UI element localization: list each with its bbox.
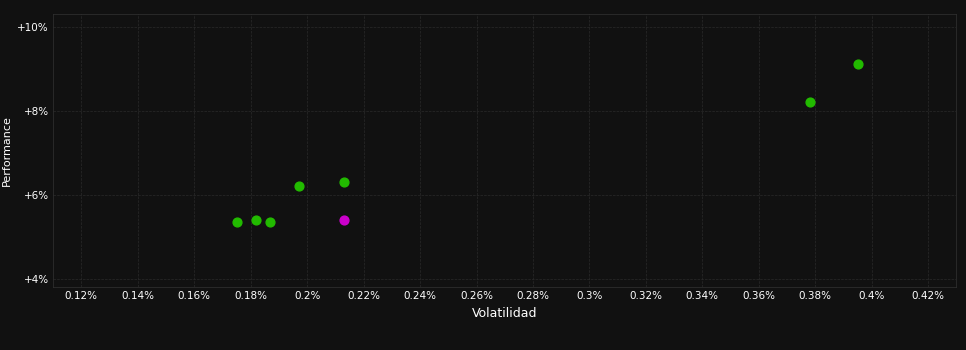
Point bbox=[291, 183, 306, 189]
Point bbox=[248, 217, 264, 223]
Point bbox=[336, 217, 352, 223]
Point bbox=[263, 219, 278, 225]
Point bbox=[229, 219, 244, 225]
Y-axis label: Performance: Performance bbox=[2, 115, 12, 186]
Point bbox=[802, 99, 817, 105]
X-axis label: Volatilidad: Volatilidad bbox=[472, 307, 537, 320]
Point bbox=[336, 179, 352, 185]
Point bbox=[850, 62, 866, 67]
